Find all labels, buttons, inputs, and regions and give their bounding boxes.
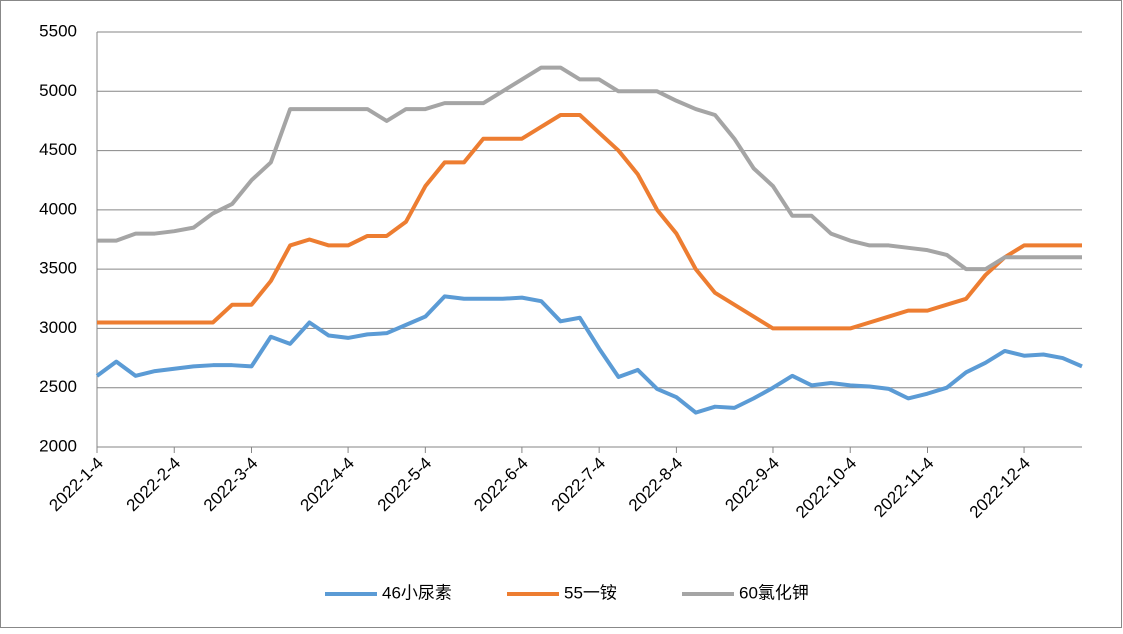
series-line — [97, 113, 1082, 331]
y-tick-label: 4500 — [39, 140, 77, 159]
legend-label: 60氯化钾 — [739, 583, 809, 602]
series-line — [95, 294, 1083, 415]
y-tick-label: 4000 — [39, 199, 77, 218]
y-tick-label: 2000 — [39, 436, 77, 455]
legend-label: 46小尿素 — [382, 583, 452, 602]
y-tick-label: 3500 — [39, 259, 77, 278]
y-tick-label: 5500 — [39, 21, 77, 40]
legend-label: 55一铵 — [564, 583, 617, 602]
y-tick-label: 5000 — [39, 81, 77, 100]
y-tick-label: 3000 — [39, 318, 77, 337]
y-tick-label: 2500 — [39, 377, 77, 396]
series-line — [97, 65, 1082, 272]
